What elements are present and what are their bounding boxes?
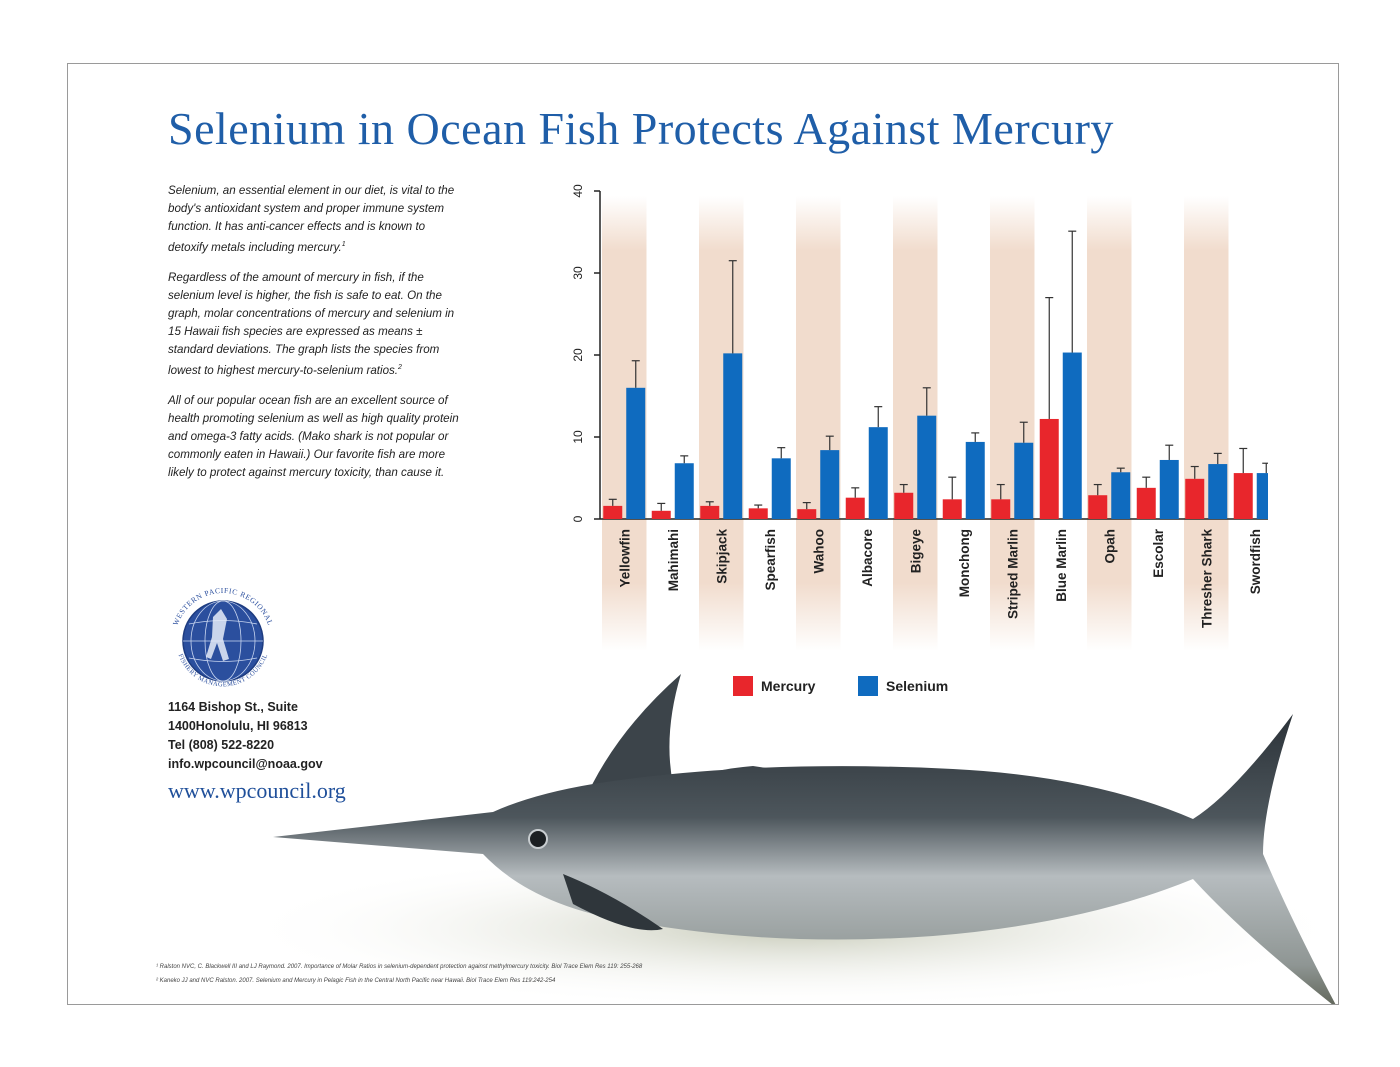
category-stripe xyxy=(1087,196,1132,651)
phone: Tel (808) 522-8220 xyxy=(168,738,275,752)
legend-swatch-selenium xyxy=(858,676,878,696)
category-label: Opah xyxy=(1102,529,1117,564)
category-label: Escolar xyxy=(1151,528,1166,578)
footnote-ref-2: 2 xyxy=(398,363,402,371)
mercury-bar xyxy=(894,492,914,519)
council-logo: WESTERN PACIFIC REGIONAL FISHERY MANAGEM… xyxy=(171,586,275,688)
selenium-bar xyxy=(1111,472,1131,519)
address-line-2: 1400Honolulu, HI 96813 xyxy=(168,719,308,733)
category-label: Yellowfin xyxy=(617,529,632,588)
website-link[interactable]: www.wpcouncil.org xyxy=(168,778,346,803)
fish-body xyxy=(273,714,1336,1004)
selenium-bar xyxy=(1256,473,1268,519)
legend-label-mercury: Mercury xyxy=(761,678,816,694)
selenium-bar xyxy=(723,353,743,519)
selenium-bar xyxy=(1159,459,1179,519)
category-label: Mahimahi xyxy=(666,529,681,591)
selenium-bar xyxy=(820,450,840,519)
page-title: Selenium in Ocean Fish Protects Against … xyxy=(168,103,1114,154)
category-label: Monchong xyxy=(957,529,972,597)
category-label: Albacore xyxy=(860,529,875,587)
selenium-bar xyxy=(674,463,694,519)
mercury-bar xyxy=(700,505,720,519)
y-tick-label: 20 xyxy=(571,348,585,362)
category-stripe xyxy=(990,196,1035,651)
mercury-bar xyxy=(1136,487,1156,519)
category-label: Blue Marlin xyxy=(1054,529,1069,602)
mercury-bar xyxy=(1088,495,1108,519)
y-tick-label: 10 xyxy=(571,430,585,444)
selenium-bar xyxy=(1014,442,1034,519)
selenium-bar xyxy=(868,427,888,519)
category-label: Thresher Shark xyxy=(1199,529,1214,629)
selenium-bar xyxy=(771,458,791,519)
mercury-bar xyxy=(651,510,671,519)
address-block: 1164 Bishop St., Suite 1400Honolulu, HI … xyxy=(168,698,323,774)
pectoral-fin xyxy=(563,874,663,931)
category-label: Spearfish xyxy=(763,529,778,591)
legend-label-selenium: Selenium xyxy=(886,678,948,694)
intro-text: Selenium, an essential element in our di… xyxy=(168,182,468,494)
selenium-bar xyxy=(1208,464,1228,519)
intro-paragraph-3: All of our popular ocean fish are an exc… xyxy=(168,393,459,479)
mercury-bar xyxy=(1185,478,1205,519)
selenium-bar xyxy=(965,441,985,519)
marlin-illustration xyxy=(233,674,1338,1004)
legend-swatch-mercury xyxy=(733,676,753,696)
mercury-bar xyxy=(603,505,623,519)
mercury-bar xyxy=(991,499,1011,519)
footnote-ref-1: 1 xyxy=(341,241,346,248)
mercury-bar xyxy=(797,509,817,519)
category-stripe xyxy=(1184,196,1229,651)
mercury-bar xyxy=(1233,473,1253,519)
footnote-2: ² Kaneko JJ and NVC Ralston. 2007. Selen… xyxy=(156,978,556,984)
mercury-bar xyxy=(845,497,865,519)
intro-paragraph-2: Regardless of the amount of mercury in f… xyxy=(168,269,468,380)
bar-chart: 0 10 20 30 40 Yellowfin Mahimahi Skipjack Spearf… xyxy=(571,184,1268,696)
intro-paragraph-2-text: Regardless of the amount of mercury in f… xyxy=(168,270,455,377)
category-label: Skipjack xyxy=(714,529,729,584)
category-label: Striped Marlin xyxy=(1005,529,1020,619)
mercury-bar xyxy=(1039,418,1059,519)
address-line-1: 1164 Bishop St., Suite xyxy=(168,700,298,714)
y-tick-label: 30 xyxy=(571,266,585,280)
category-stripe xyxy=(796,196,841,651)
selenium-bar xyxy=(917,415,937,519)
fish-eye xyxy=(528,829,548,849)
selenium-bar xyxy=(1062,352,1082,519)
figure-icon xyxy=(206,609,229,661)
mercury-bar xyxy=(942,499,962,519)
category-label: Bigeye xyxy=(908,529,923,574)
y-tick-label: 40 xyxy=(571,184,585,198)
category-label: Wahoo xyxy=(811,529,826,574)
footnote-1: ¹ Ralston NVC, C. Blackwell III and LJ R… xyxy=(156,964,643,970)
mercury-bar xyxy=(748,508,768,519)
poster: Selenium in Ocean Fish Protects Against … xyxy=(67,63,1339,1005)
intro-paragraph-1: Selenium, an essential element in our di… xyxy=(168,182,468,257)
selenium-bar xyxy=(626,387,646,519)
category-label: Swordfish xyxy=(1248,529,1263,594)
email-link[interactable]: info.wpcouncil@noaa.gov xyxy=(168,757,323,771)
y-tick-label: 0 xyxy=(571,515,585,522)
intro-paragraph-1-text: Selenium, an essential element in our di… xyxy=(168,184,455,254)
